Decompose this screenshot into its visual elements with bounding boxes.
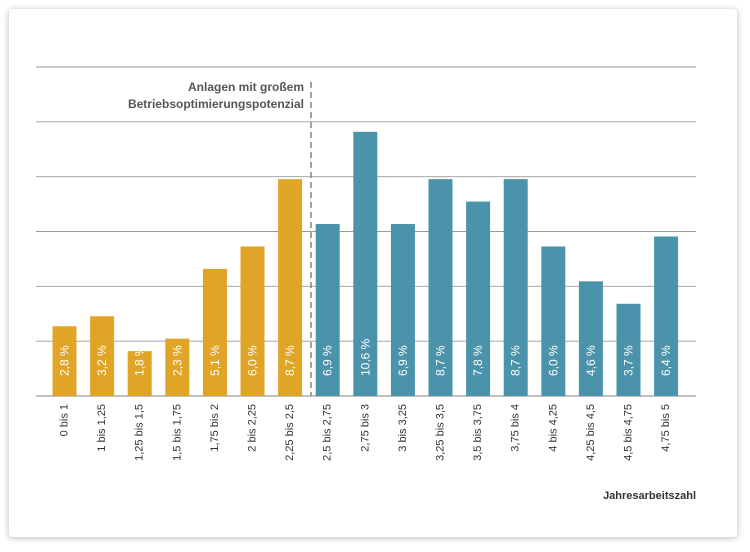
bar-value-label: 6,9 % [321, 345, 335, 376]
bar-value-label: 6,9 % [396, 345, 410, 376]
annotation-line-2: Betriebsoptimierungspotenzial [128, 97, 304, 111]
bar-13 [541, 246, 566, 396]
bar-value-label: 8,7 % [509, 345, 523, 376]
x-tick-label: 4,75 bis 5 [660, 404, 672, 452]
x-tick-label: 2,5 bis 2,75 [322, 404, 334, 461]
x-tick-label: 3 bis 3,25 [397, 404, 409, 452]
bar-value-label: 2,8 % [58, 345, 72, 376]
bar-7 [315, 224, 340, 396]
x-tick-label: 3,5 bis 3,75 [472, 404, 484, 461]
x-tick-label: 2,25 bis 2,5 [284, 404, 296, 461]
bar-value-label: 7,8 % [471, 345, 485, 376]
x-tick-label: 3,75 bis 4 [510, 404, 522, 452]
bar-value-label: 6,4 % [659, 345, 673, 376]
bar-value-label: 3,7 % [622, 345, 636, 376]
bar-value-label: 8,7 % [434, 345, 448, 376]
bar-value-label: 5,1 % [208, 345, 222, 376]
x-tick-label: 4,25 bis 4,5 [585, 404, 597, 461]
bar-value-label: 6,0 % [546, 345, 560, 376]
x-tick-label: 0 bis 1 [59, 404, 71, 436]
x-tick-label: 4,5 bis 4,75 [623, 404, 635, 461]
x-tick-label: 1,75 bis 2 [209, 404, 221, 452]
bar-4 [202, 268, 227, 396]
bar-5 [240, 246, 265, 396]
bar-value-label: 2,3 % [170, 345, 184, 376]
bar-value-label: 6,0 % [246, 345, 260, 376]
bar-value-labels: 2,8 % 3,2 % 1,8 % 2,3 % 5,1 % 6,0 % 8,7 % 6,9 %… [58, 338, 674, 376]
bar-15 [616, 303, 641, 396]
bar-value-label: 10,6 % [358, 338, 372, 376]
x-tick-label: 2,75 bis 3 [359, 404, 371, 452]
bar-8 [353, 131, 378, 396]
x-axis-title: Jahresarbeitszahl [603, 490, 696, 502]
x-tick-label: 3,25 bis 3,5 [435, 404, 447, 461]
bar-10 [428, 179, 453, 396]
bar-14 [578, 281, 603, 396]
bar-0 [52, 326, 77, 396]
x-tick-label: 1 bis 1,25 [96, 404, 108, 452]
x-tick-labels: 0 bis 1 1 bis 1,25 1,25 bis 1,5 1,5 bis 1,7… [59, 404, 673, 461]
bar-16 [654, 236, 679, 396]
bar-value-label: 3,2 % [95, 345, 109, 376]
bar-value-label: 8,7 % [283, 345, 297, 376]
bar-value-label: 1,8 % [133, 345, 147, 376]
bar-2 [127, 351, 152, 396]
bar-11 [466, 201, 491, 396]
bar-1 [90, 316, 115, 396]
x-tick-label: 1,5 bis 1,75 [171, 404, 183, 461]
annotation-line-1: Anlagen mit großem [188, 80, 304, 94]
x-tick-label: 4 bis 4,25 [547, 404, 559, 452]
bar-12 [503, 179, 528, 396]
bars [52, 131, 679, 396]
x-tick-label: 1,25 bis 1,5 [134, 404, 146, 461]
bar-value-label: 4,6 % [584, 345, 598, 376]
bar-9 [390, 224, 415, 396]
bar-6 [278, 179, 303, 396]
x-tick-label: 2 bis 2,25 [247, 404, 259, 452]
bar-3 [165, 338, 190, 396]
